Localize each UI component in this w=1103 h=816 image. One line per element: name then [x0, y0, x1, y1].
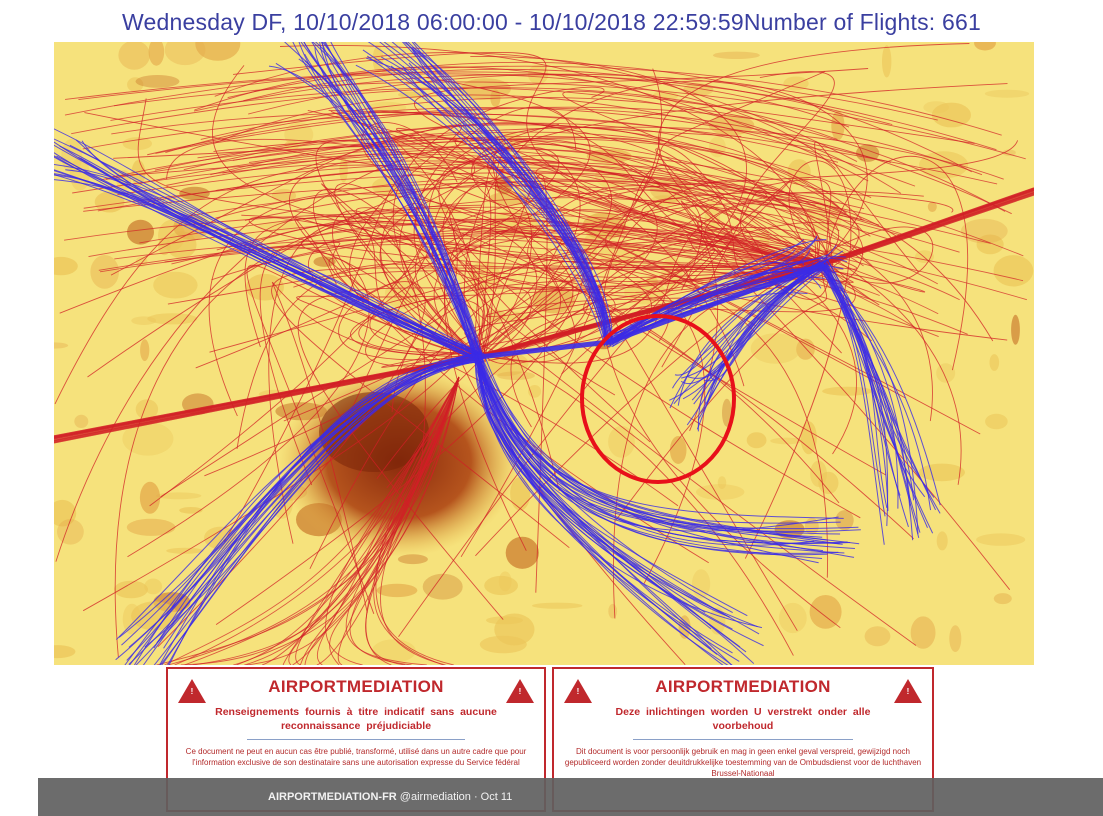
caption-text: AIRPORTMEDIATION-FR @airmediation · Oct …	[268, 791, 512, 803]
warning-icon: !	[178, 679, 206, 703]
highlight-circle	[580, 314, 736, 484]
panel-divider	[633, 739, 853, 740]
caption-handle[interactable]: AIRPORTMEDIATION-FR	[268, 791, 397, 803]
panel-body: Ce document ne peut en aucun cas être pu…	[185, 747, 527, 767]
panel-title: AIRPORTMEDIATION	[268, 677, 444, 696]
caption-bar: AIRPORTMEDIATION-FR @airmediation · Oct …	[38, 778, 1103, 816]
page-title: Wednesday DF, 10/10/2018 06:00:00 - 10/1…	[122, 9, 981, 35]
flight-track-map	[54, 42, 1034, 665]
warning-icon: !	[506, 679, 534, 703]
panel-subtitle: Renseignements fournis à titre indicatif…	[215, 706, 497, 732]
map-canvas	[54, 42, 1034, 665]
panel-title: AIRPORTMEDIATION	[655, 677, 831, 696]
caption-account[interactable]: @airmediation	[399, 791, 471, 803]
panel-subtitle: Deze inlichtingen worden U verstrekt ond…	[615, 706, 871, 732]
caption-date: · Oct 11	[470, 791, 513, 803]
panel-body: Dit document is voor persoonlijk gebruik…	[564, 747, 922, 778]
warning-icon: !	[564, 679, 592, 703]
panel-divider	[246, 739, 466, 740]
departure-tracks	[54, 42, 941, 665]
warning-icon: !	[894, 679, 922, 703]
